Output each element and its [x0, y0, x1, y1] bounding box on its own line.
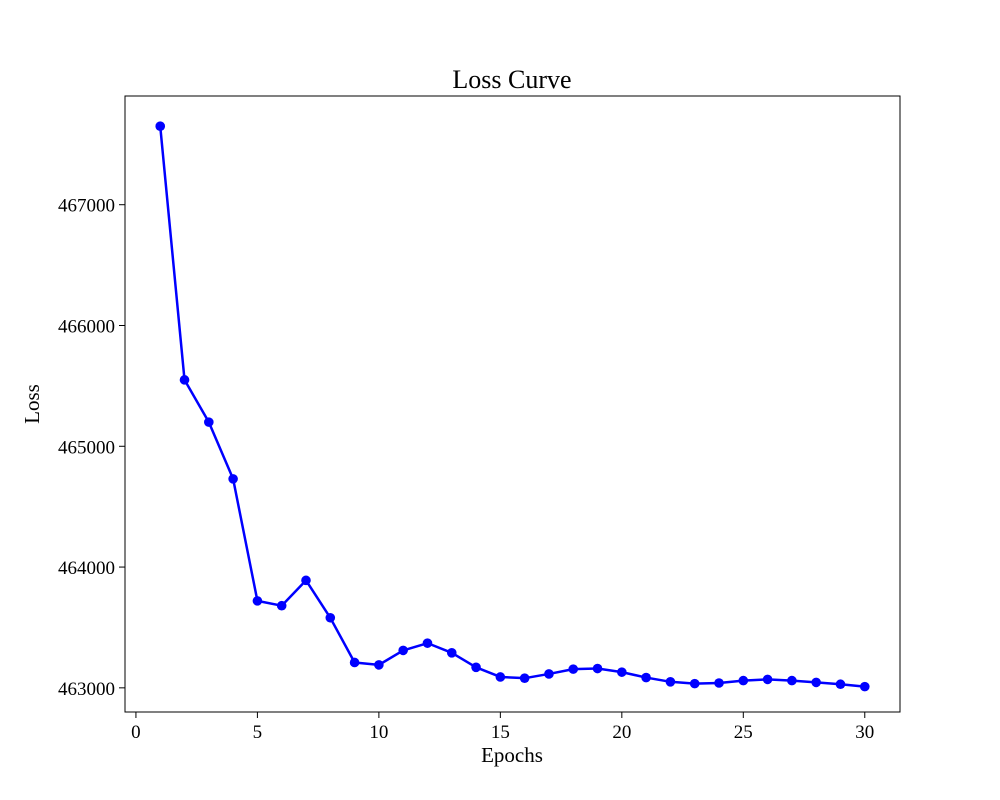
- loss-point-epoch-11: [398, 645, 408, 656]
- loss-point-epoch-30: [859, 681, 870, 692]
- x-tick-label: 30: [855, 722, 874, 743]
- loss-point-epoch-13: [446, 648, 457, 658]
- y-tick-label: 466000: [58, 316, 115, 337]
- loss-point-epoch-15: [495, 672, 506, 682]
- x-tick-label: 5: [253, 722, 263, 743]
- y-tick-label: 463000: [58, 679, 115, 700]
- loss-point-epoch-10: [374, 660, 384, 670]
- loss-point-epoch-27: [787, 675, 797, 686]
- x-tick-label: 0: [131, 722, 141, 743]
- loss-point-epoch-2: [179, 375, 190, 385]
- loss-point-epoch-25: [738, 675, 749, 686]
- y-axis-label: Loss: [20, 384, 44, 424]
- loss-point-epoch-28: [811, 677, 821, 688]
- loss-point-epoch-3: [204, 417, 214, 427]
- loss-point-epoch-23: [689, 678, 700, 689]
- loss-point-epoch-24: [714, 678, 724, 688]
- loss-series-line: [158, 126, 865, 688]
- x-tick-label: 10: [369, 722, 388, 743]
- plot-area-frame: [124, 95, 901, 713]
- loss-point-epoch-18: [568, 664, 579, 674]
- y-tick-label: 467000: [58, 196, 115, 217]
- x-tick-label: 15: [491, 722, 510, 743]
- loss-point-epoch-8: [325, 612, 336, 623]
- loss-point-epoch-1: [155, 121, 166, 131]
- loss-point-epoch-20: [617, 667, 627, 677]
- loss-series-points: [155, 121, 870, 692]
- loss-point-epoch-17: [544, 669, 554, 679]
- loss-point-epoch-12: [422, 638, 433, 648]
- loss-point-epoch-5: [252, 596, 263, 606]
- y-tick-label: 464000: [58, 558, 115, 579]
- y-axis-ticks: 463000 464000 465000 466000 467000: [58, 196, 125, 700]
- loss-point-epoch-21: [641, 672, 651, 683]
- loss-point-epoch-29: [835, 679, 846, 690]
- loss-point-epoch-19: [592, 663, 603, 674]
- loss-point-epoch-22: [665, 677, 676, 687]
- x-axis-ticks: 0 5 10 15 20 25 30: [131, 712, 874, 743]
- loss-point-epoch-4: [228, 474, 238, 484]
- chart-title: Loss Curve: [452, 65, 571, 94]
- x-tick-label: 25: [734, 722, 753, 743]
- loss-point-epoch-14: [471, 662, 481, 673]
- loss-point-epoch-6: [276, 600, 287, 611]
- x-axis-label: Epochs: [481, 743, 543, 767]
- loss-point-epoch-7: [301, 575, 311, 586]
- y-tick-label: 465000: [58, 437, 115, 458]
- loss-point-epoch-26: [762, 674, 773, 685]
- x-tick-label: 20: [612, 722, 631, 743]
- loss-point-epoch-9: [349, 657, 360, 668]
- loss-point-epoch-16: [519, 673, 530, 683]
